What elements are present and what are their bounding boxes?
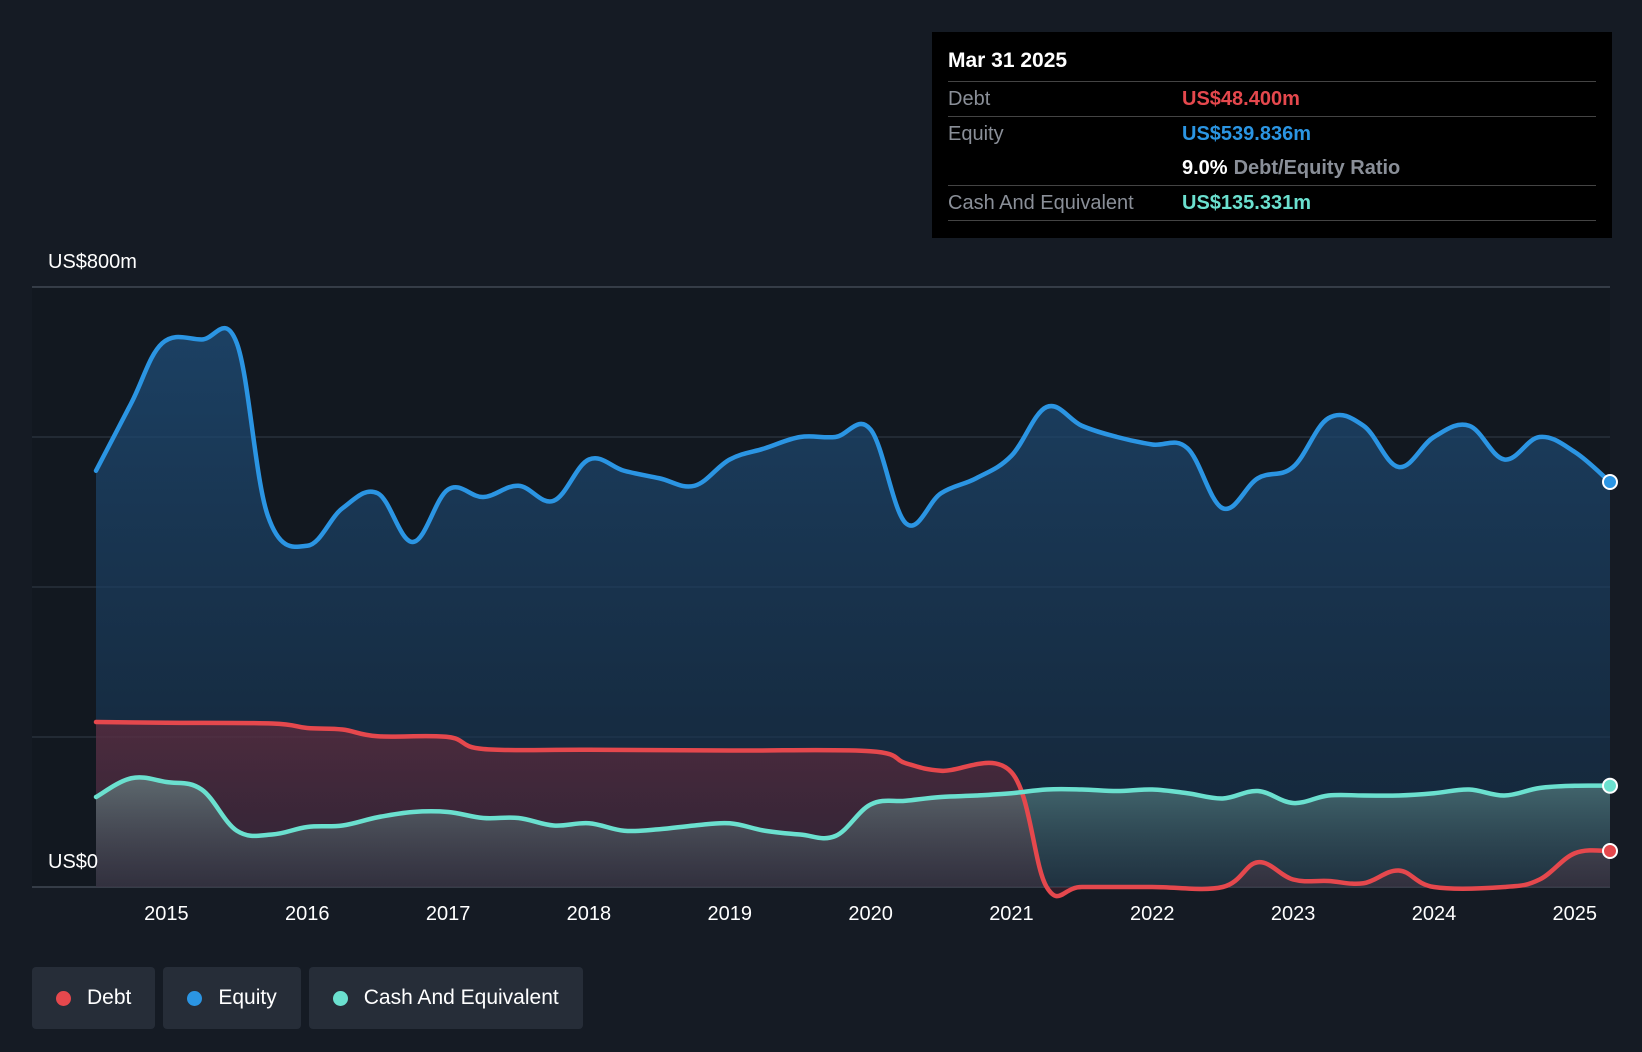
legend-item-equity[interactable]: Equity bbox=[163, 967, 301, 1029]
tooltip-cash-value: US$135.331m bbox=[1182, 192, 1311, 214]
x-tick-label: 2016 bbox=[285, 903, 330, 925]
y-axis-bottom-label: US$0 bbox=[48, 851, 99, 873]
x-tick-label: 2021 bbox=[989, 903, 1034, 925]
legend-item-cash[interactable]: Cash And Equivalent bbox=[308, 967, 583, 1029]
tooltip-cash-row: Cash And Equivalent US$135.331m bbox=[948, 186, 1596, 221]
tooltip-equity-row: Equity US$539.836m bbox=[948, 117, 1596, 151]
tooltip-equity-value: US$539.836m bbox=[1182, 123, 1311, 145]
x-tick-label: 2022 bbox=[1130, 903, 1175, 925]
tooltip-panel: Mar 31 2025 Debt US$48.400m Equity US$53… bbox=[932, 32, 1612, 238]
debt-end-point bbox=[1602, 843, 1618, 859]
x-tick-label: 2025 bbox=[1553, 903, 1598, 925]
equity-line bbox=[93, 325, 1613, 549]
legend-item-debt[interactable]: Debt bbox=[32, 967, 156, 1029]
y-axis-top-label: US$800m bbox=[48, 251, 137, 273]
cash-area bbox=[96, 777, 1610, 887]
cash-end-point bbox=[1602, 777, 1618, 794]
equity-dot-icon bbox=[187, 990, 203, 1006]
x-tick-label: 2023 bbox=[1271, 903, 1316, 925]
x-tick-label: 2018 bbox=[567, 903, 612, 925]
tooltip-equity-label: Equity bbox=[948, 123, 1004, 145]
tooltip-debt-label: Debt bbox=[948, 88, 991, 110]
debt-line bbox=[93, 719, 1613, 899]
x-tick-label: 2024 bbox=[1412, 903, 1457, 925]
tooltip-debt-value: US$48.400m bbox=[1182, 88, 1300, 110]
x-tick-label: 2017 bbox=[426, 903, 471, 925]
tooltip-ratio-row: 9.0% Debt/Equity Ratio bbox=[948, 151, 1596, 186]
tooltip-ratio-label: Debt/Equity Ratio bbox=[1233, 157, 1401, 179]
cash-line bbox=[93, 775, 1613, 841]
legend-label-debt: Debt bbox=[87, 986, 132, 1009]
legend: Debt Equity Cash And Equivalent bbox=[32, 967, 583, 1029]
tooltip-date: Mar 31 2025 bbox=[948, 46, 1596, 82]
debt-dot-icon bbox=[56, 990, 71, 1006]
tooltip-debt-row: Debt US$48.400m bbox=[948, 82, 1596, 117]
legend-label-equity: Equity bbox=[218, 986, 277, 1009]
cash-dot-icon bbox=[332, 990, 348, 1006]
x-tick-label: 2020 bbox=[848, 903, 893, 925]
tooltip-ratio-value: 9.0% bbox=[1182, 157, 1228, 179]
tooltip-cash-label: Cash And Equivalent bbox=[948, 192, 1134, 214]
x-tick-label: 2019 bbox=[708, 903, 753, 925]
x-tick-label: 2015 bbox=[144, 903, 189, 925]
equity-end-point bbox=[1602, 474, 1618, 490]
legend-label-cash: Cash And Equivalent bbox=[363, 986, 559, 1009]
